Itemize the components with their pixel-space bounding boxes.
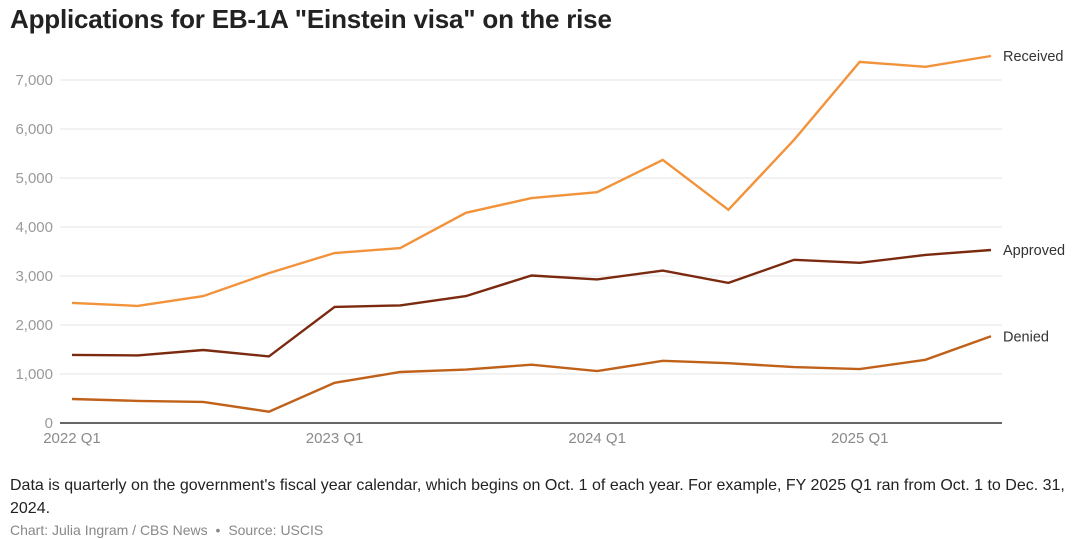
y-tick-label: 7,000 [15,72,53,89]
line-chart: 0 1,000 2,000 3,000 4,000 5,000 6,000 7,000 202… [15,49,1065,447]
x-tick-label: 2025 Q1 [831,430,889,447]
series-line-denied [71,335,992,413]
y-axis-ticks: 0 1,000 2,000 3,000 4,000 5,000 6,000 7,000 [15,72,53,432]
gridlines [60,79,1002,375]
y-tick-label: 6,000 [15,121,53,138]
y-tick-label: 4,000 [15,219,53,236]
y-tick-label: 5,000 [15,170,53,187]
credit-separator: • [215,522,221,538]
series-labels: Received Approved Denied [1003,49,1065,345]
series-line-approved [71,248,992,358]
y-tick-label: 1,000 [15,366,53,383]
y-tick-label: 0 [45,415,53,432]
y-tick-label: 2,000 [15,317,53,334]
credit-author: Chart: Julia Ingram / CBS News [10,522,208,538]
x-tick-label: 2024 Q1 [568,430,626,447]
series-label-received: Received [1003,49,1063,65]
chart-title: Applications for EB-1A "Einstein visa" o… [10,4,612,34]
series-label-denied: Denied [1003,329,1049,345]
series-label-approved: Approved [1003,243,1065,259]
chart-credit: Chart: Julia Ingram / CBS News • Source:… [10,522,323,538]
credit-source: Source: USCIS [228,522,324,538]
y-tick-label: 3,000 [15,268,53,285]
series-line-received [71,54,992,308]
x-axis-ticks: 2022 Q1 2023 Q1 2024 Q1 2025 Q1 [43,430,888,447]
series-lines [71,54,992,413]
chart-note: Data is quarterly on the government's fi… [10,477,1065,517]
x-tick-label: 2022 Q1 [43,430,101,447]
x-tick-label: 2023 Q1 [306,430,364,447]
